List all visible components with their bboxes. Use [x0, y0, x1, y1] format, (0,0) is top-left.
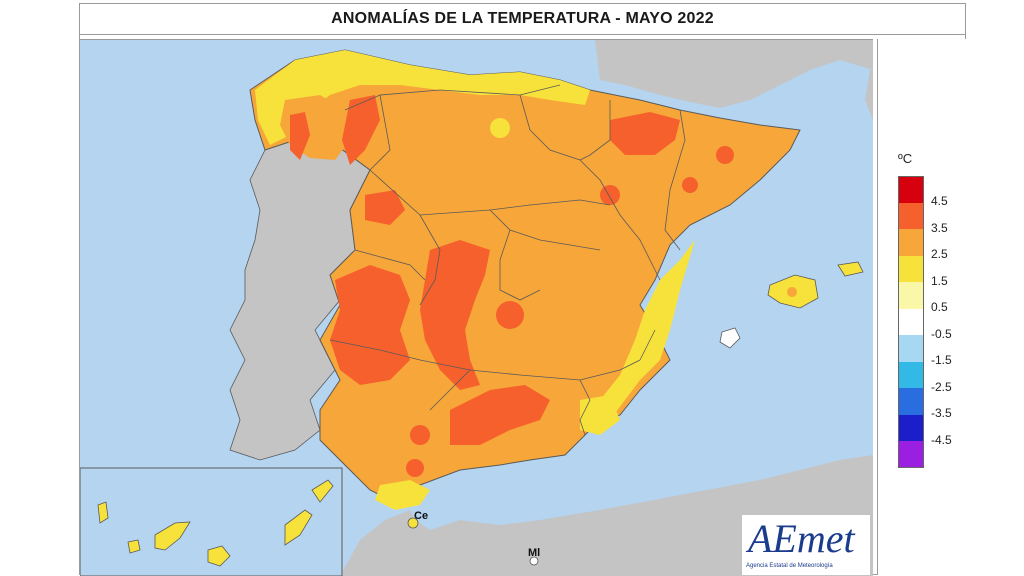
legend-label: 1.5 — [931, 273, 948, 288]
legend-swatch — [898, 176, 924, 203]
legend-unit: ºC — [898, 151, 913, 166]
title-bar: ANOMALÍAS DE LA TEMPERATURA - MAYO 2022 — [80, 4, 965, 35]
andalusia-red — [450, 385, 550, 445]
melilla-marker — [529, 556, 539, 566]
legend-swatch — [898, 335, 924, 362]
red-spot — [410, 425, 430, 445]
legend-swatch — [898, 202, 924, 229]
legend-label: 3.5 — [931, 220, 948, 235]
legend-label: 4.5 — [931, 194, 948, 208]
ceuta-marker — [407, 517, 419, 529]
legend-swatch — [898, 255, 924, 282]
legend-label: -0.5 — [931, 326, 952, 341]
red-spot — [406, 459, 424, 477]
foreign-land-east — [865, 70, 873, 120]
extremadura-red — [330, 265, 410, 385]
murcia-yellow — [580, 395, 620, 435]
legend-swatch — [898, 414, 924, 441]
anomaly-map: Ce Ml — [80, 40, 873, 576]
canary-islands — [97, 479, 334, 567]
legend-label: -1.5 — [931, 353, 952, 367]
east-coast-yellow — [595, 240, 695, 425]
legend-swatch — [898, 441, 924, 468]
legend-label: -4.5 — [931, 432, 952, 447]
legend-swatch — [898, 388, 924, 415]
legend-swatch — [898, 361, 924, 388]
legend-label: -2.5 — [931, 379, 952, 394]
red-spot — [496, 301, 524, 329]
red-spot — [457, 267, 473, 283]
legend-label: -3.5 — [931, 406, 952, 420]
map-area: Ce Ml — [80, 39, 873, 576]
legend-swatch — [898, 282, 924, 309]
map-title: ANOMALÍAS DE LA TEMPERATURA - MAYO 2022 — [331, 10, 714, 27]
red-spot — [682, 177, 698, 193]
aemet-logo: AEmet Agencia Estatal de Meteorología — [742, 515, 870, 575]
logo-subtitle: Agencia Estatal de Meteorología — [746, 563, 833, 569]
catalonia-red — [610, 112, 680, 155]
melilla-label: Ml — [528, 547, 540, 559]
castilla-red — [365, 190, 405, 225]
red-spot — [600, 185, 620, 205]
logo-text: AEmet — [748, 516, 855, 561]
yellow-spot — [490, 118, 510, 138]
france — [595, 40, 873, 108]
legend-swatch — [898, 229, 924, 256]
red-spot — [716, 146, 734, 164]
ceuta-label: Ce — [414, 510, 428, 522]
mallorca-orange — [787, 287, 797, 297]
menorca — [837, 261, 864, 277]
legend-label: 0.5 — [931, 300, 948, 314]
region-borders — [329, 84, 686, 436]
north-coast-yellow — [255, 50, 590, 145]
legend-label: 2.5 — [931, 247, 948, 261]
leon-red — [342, 95, 380, 165]
galicia-red — [290, 112, 310, 160]
legend-swatch — [898, 308, 924, 335]
ibiza — [719, 327, 741, 349]
spain-mainland — [249, 49, 801, 501]
south-coast-yellow — [375, 480, 430, 510]
north-africa — [340, 455, 873, 576]
